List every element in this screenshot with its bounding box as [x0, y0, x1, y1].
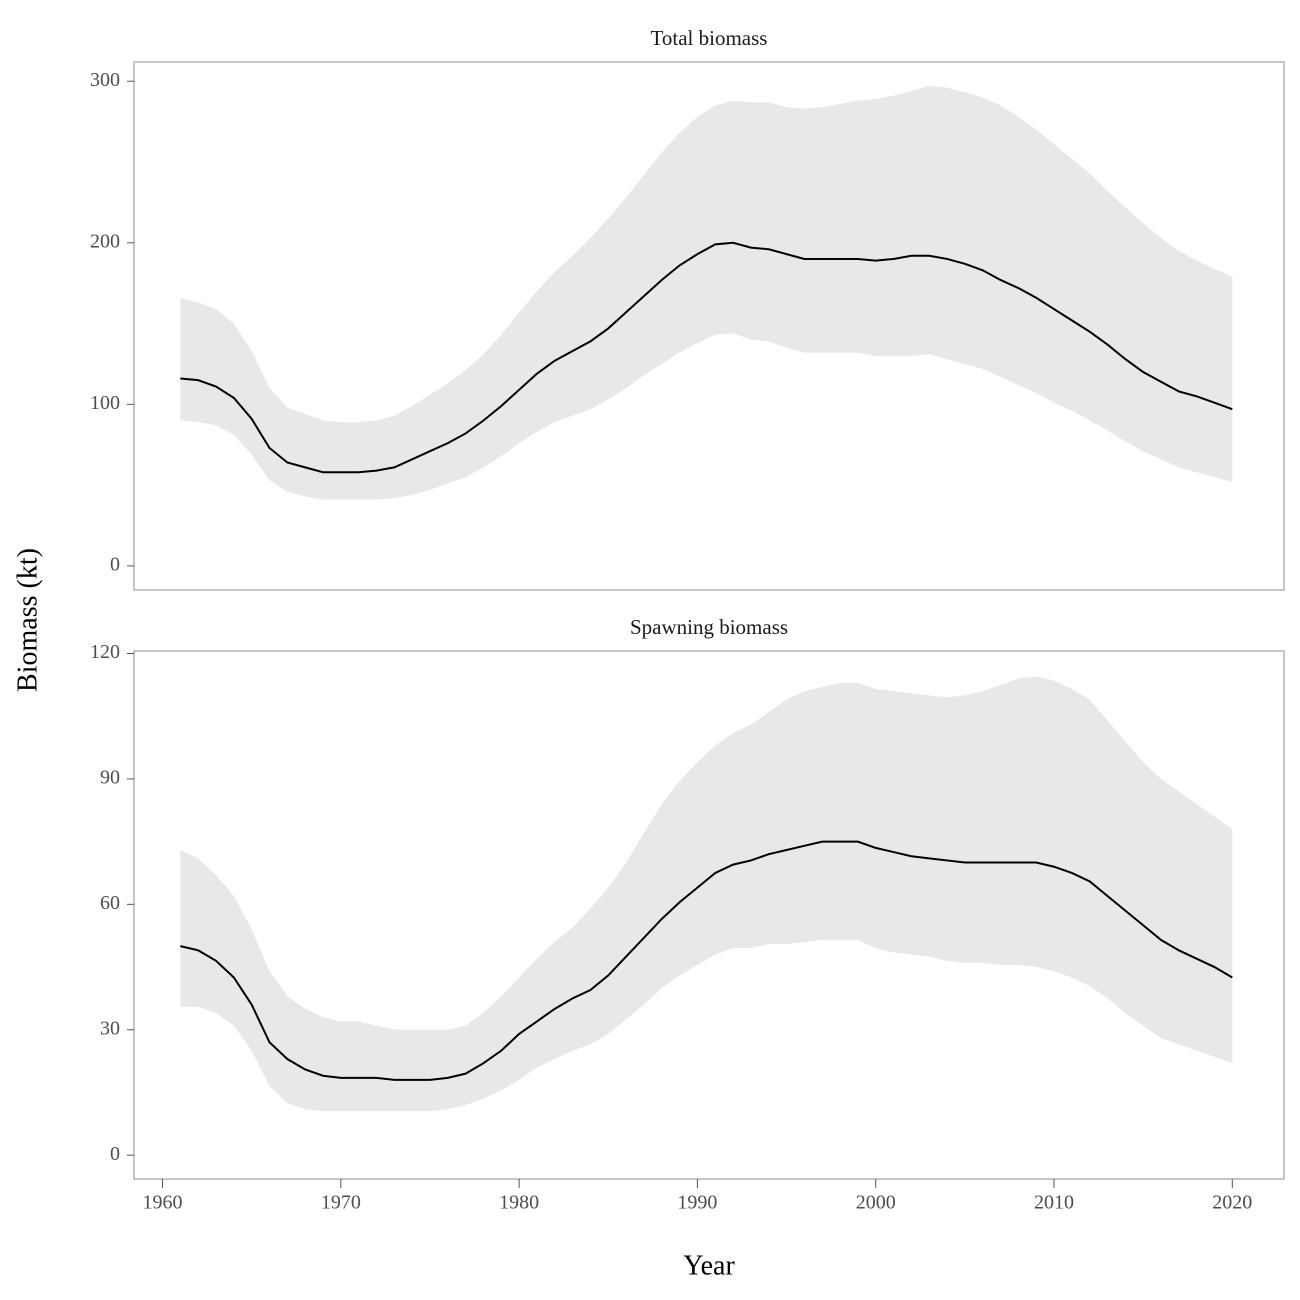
- panel-title: Total biomass: [651, 26, 768, 50]
- panel-border: [133, 61, 1285, 591]
- median-line: [180, 241, 1233, 474]
- y-tick-label: 0: [110, 1143, 120, 1165]
- confidence-band: [180, 676, 1233, 1112]
- y-tick-label: 60: [100, 892, 120, 914]
- x-tick-label: 1970: [321, 1192, 361, 1214]
- y-tick-label: 120: [90, 641, 120, 663]
- y-tick-label: 0: [110, 554, 120, 576]
- y-axis-title: Biomass (kt): [12, 548, 43, 692]
- y-tick-label: 100: [90, 392, 120, 414]
- x-tick-label: 1960: [143, 1192, 183, 1214]
- median-line: [180, 840, 1233, 1081]
- x-tick-label: 2010: [1034, 1192, 1074, 1214]
- confidence-band: [180, 86, 1233, 500]
- panel-border: [133, 650, 1285, 1180]
- x-axis-title: Year: [683, 1250, 735, 1281]
- y-tick-label: 30: [100, 1017, 120, 1039]
- y-tick-label: 200: [90, 230, 120, 252]
- x-tick-label: 2000: [856, 1192, 896, 1214]
- panel-title: Spawning biomass: [630, 615, 788, 639]
- x-tick-label: 1980: [499, 1192, 539, 1214]
- y-tick-label: 300: [90, 69, 120, 91]
- x-tick-label: 1990: [677, 1192, 717, 1214]
- x-tick-label: 2020: [1212, 1192, 1252, 1214]
- y-tick-label: 90: [100, 767, 120, 789]
